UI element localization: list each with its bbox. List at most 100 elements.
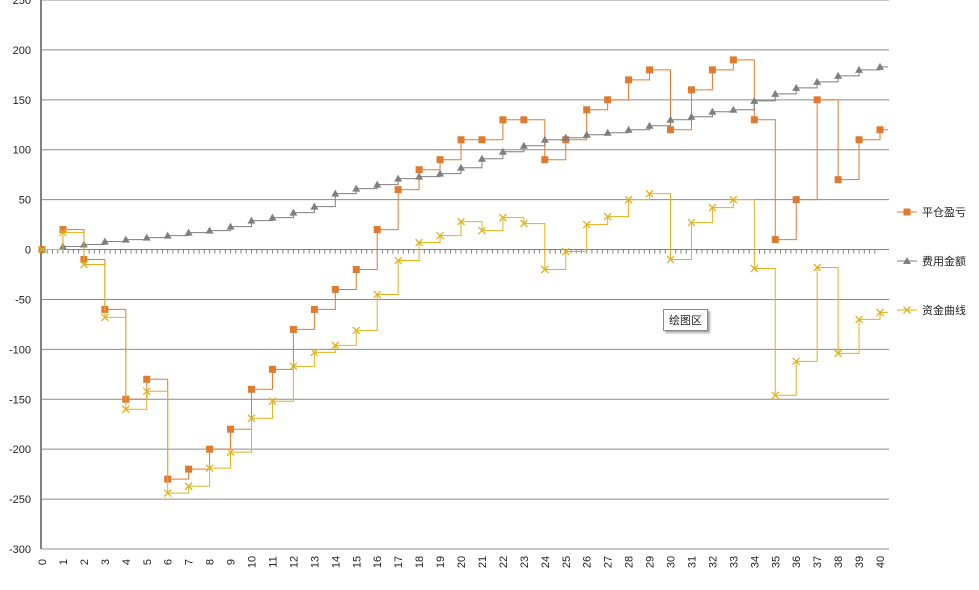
data-point	[792, 83, 801, 91]
x-tick-label: 31	[686, 556, 698, 568]
data-point	[248, 385, 255, 393]
data-point	[163, 231, 172, 239]
data-point	[331, 341, 340, 350]
data-point	[331, 285, 339, 293]
data-point	[206, 445, 214, 453]
y-tick-label: 150	[13, 95, 31, 107]
data-point	[142, 387, 151, 396]
data-point	[646, 66, 654, 74]
y-tick-label: 200	[13, 45, 31, 57]
data-point	[477, 226, 486, 235]
x-tick-label: 35	[770, 556, 782, 568]
x-tick-label: 37	[812, 556, 824, 568]
data-point	[457, 217, 465, 226]
x-tick-label: 14	[330, 556, 342, 568]
data-point	[834, 71, 843, 79]
series-0	[38, 56, 888, 483]
data-point	[583, 106, 591, 114]
data-point	[813, 263, 822, 272]
data-point	[121, 235, 130, 243]
data-point	[771, 391, 780, 400]
x-tick-label: 38	[833, 556, 845, 568]
series-line	[42, 66, 888, 251]
data-point	[540, 135, 549, 143]
data-point	[394, 256, 403, 265]
data-point	[289, 208, 298, 216]
x-tick-label: 34	[749, 556, 761, 568]
data-point	[436, 169, 445, 177]
data-point	[561, 133, 570, 141]
data-point	[352, 184, 361, 192]
data-point	[625, 76, 633, 84]
data-point	[834, 349, 843, 358]
data-point	[352, 326, 361, 335]
data-point	[499, 116, 507, 124]
data-point	[268, 365, 276, 373]
x-tick-label: 33	[728, 556, 740, 568]
x-tick-label: 15	[351, 556, 363, 568]
x-tick-label: 12	[288, 556, 300, 568]
legend-marker	[903, 306, 911, 314]
data-point	[268, 213, 277, 221]
data-point	[624, 195, 633, 204]
plot-area-tooltip: 绘图区	[663, 309, 708, 331]
data-point	[687, 86, 695, 94]
x-tick-label: 11	[267, 556, 279, 567]
data-point	[876, 308, 884, 317]
data-point	[478, 136, 486, 144]
data-point	[645, 121, 654, 129]
data-point	[415, 238, 424, 247]
data-point	[708, 66, 716, 74]
data-point	[666, 115, 675, 123]
data-point	[310, 348, 319, 357]
x-tick-label: 29	[645, 556, 657, 568]
data-point	[729, 105, 738, 113]
data-point	[477, 154, 486, 162]
x-tick-label: 1	[58, 559, 70, 565]
y-tick-label: 250	[13, 0, 31, 7]
x-tick-label: 5	[142, 559, 154, 565]
data-point	[205, 464, 214, 473]
data-point	[667, 126, 674, 134]
gridlines	[41, 0, 889, 550]
x-tick-label: 18	[414, 556, 426, 568]
data-point	[247, 216, 256, 224]
y-tick-label: -50	[15, 294, 31, 306]
data-point	[436, 156, 444, 164]
data-point	[729, 56, 737, 64]
data-point	[624, 125, 633, 133]
x-tick-label: 2	[79, 559, 91, 565]
data-point	[792, 196, 800, 204]
x-tick-label: 16	[372, 556, 384, 568]
data-point	[729, 195, 738, 204]
x-tick-label: 30	[666, 556, 678, 568]
x-tick-label: 40	[875, 556, 887, 568]
axes: -300 -250 -200 -150 -100 -50 0 50 100 150 200 250 0 1…	[9, 0, 889, 568]
data-point	[38, 245, 46, 254]
legend-label: 费用金额	[922, 254, 966, 268]
data-point	[457, 136, 465, 144]
data-point	[855, 315, 864, 324]
data-point	[582, 130, 591, 138]
x-tick-label: 7	[184, 559, 196, 565]
data-point	[750, 96, 759, 104]
data-point	[58, 228, 67, 237]
x-tick-label: 9	[226, 559, 238, 565]
series-layer	[38, 56, 888, 498]
data-point	[498, 213, 507, 222]
x-tick-label: 24	[540, 556, 552, 568]
data-point	[687, 112, 696, 120]
data-point	[100, 237, 109, 245]
data-point	[520, 116, 528, 124]
x-tick-label: 17	[393, 556, 405, 568]
data-point	[750, 116, 758, 124]
x-tick-label: 36	[791, 556, 803, 568]
data-point	[184, 482, 193, 491]
data-point	[855, 136, 863, 144]
x-tick-label: 6	[163, 559, 175, 565]
x-tick-label: 20	[456, 556, 468, 568]
data-point	[59, 226, 67, 234]
legend-marker	[903, 257, 911, 264]
y-tick-label: 50	[19, 195, 31, 207]
